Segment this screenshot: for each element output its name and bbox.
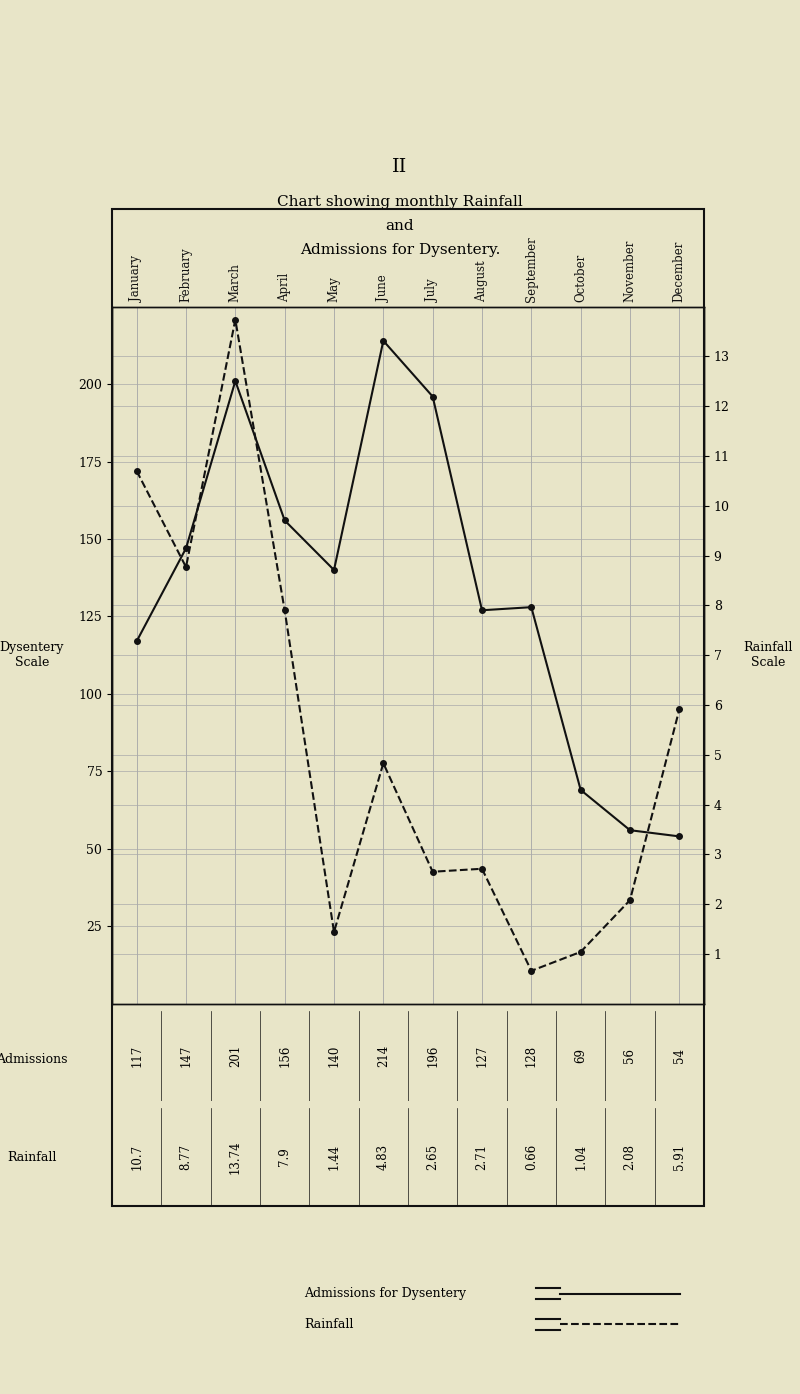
Text: 10.7: 10.7 xyxy=(130,1144,143,1170)
Text: 140: 140 xyxy=(327,1044,341,1068)
Text: 2.08: 2.08 xyxy=(623,1144,637,1170)
Text: 13.74: 13.74 xyxy=(229,1140,242,1174)
Text: Chart showing monthly Rainfall: Chart showing monthly Rainfall xyxy=(277,195,523,209)
Text: July: July xyxy=(426,279,439,302)
Text: September: September xyxy=(525,236,538,302)
Text: 156: 156 xyxy=(278,1044,291,1068)
Text: January: January xyxy=(130,256,143,302)
Text: December: December xyxy=(673,240,686,302)
Text: 2.71: 2.71 xyxy=(475,1144,489,1170)
Text: 201: 201 xyxy=(229,1046,242,1066)
Text: May: May xyxy=(327,276,341,302)
Text: Rainfall: Rainfall xyxy=(7,1150,57,1164)
Text: 4.83: 4.83 xyxy=(377,1144,390,1170)
Text: 127: 127 xyxy=(475,1046,489,1066)
Text: 8.77: 8.77 xyxy=(179,1144,193,1170)
Text: June: June xyxy=(377,275,390,302)
Text: Dysentery
Scale: Dysentery Scale xyxy=(0,641,64,669)
Text: II: II xyxy=(392,159,408,176)
Text: 0.66: 0.66 xyxy=(525,1144,538,1170)
Text: February: February xyxy=(179,247,193,302)
Text: 214: 214 xyxy=(377,1046,390,1066)
Text: October: October xyxy=(574,254,587,302)
Text: 196: 196 xyxy=(426,1044,439,1068)
Text: Admissions for Dysentery.: Admissions for Dysentery. xyxy=(300,243,500,256)
Text: Admissions for Dysentery: Admissions for Dysentery xyxy=(304,1287,466,1301)
Text: 54: 54 xyxy=(673,1048,686,1064)
Text: 147: 147 xyxy=(179,1044,193,1068)
Text: 1.44: 1.44 xyxy=(327,1144,341,1170)
Text: Rainfall
Scale: Rainfall Scale xyxy=(743,641,793,669)
Text: 69: 69 xyxy=(574,1048,587,1064)
Text: and: and xyxy=(386,219,414,233)
Text: March: March xyxy=(229,263,242,302)
Text: Rainfall: Rainfall xyxy=(304,1317,354,1331)
Text: 56: 56 xyxy=(623,1048,637,1064)
Text: 1.04: 1.04 xyxy=(574,1144,587,1170)
Text: Admissions: Admissions xyxy=(0,1052,68,1066)
Text: 2.65: 2.65 xyxy=(426,1144,439,1170)
Text: August: August xyxy=(475,261,489,302)
Text: 7.9: 7.9 xyxy=(278,1147,291,1167)
Text: 117: 117 xyxy=(130,1046,143,1066)
Text: 5.91: 5.91 xyxy=(673,1144,686,1170)
Text: April: April xyxy=(278,273,291,302)
Text: 128: 128 xyxy=(525,1046,538,1066)
Text: November: November xyxy=(623,240,637,302)
